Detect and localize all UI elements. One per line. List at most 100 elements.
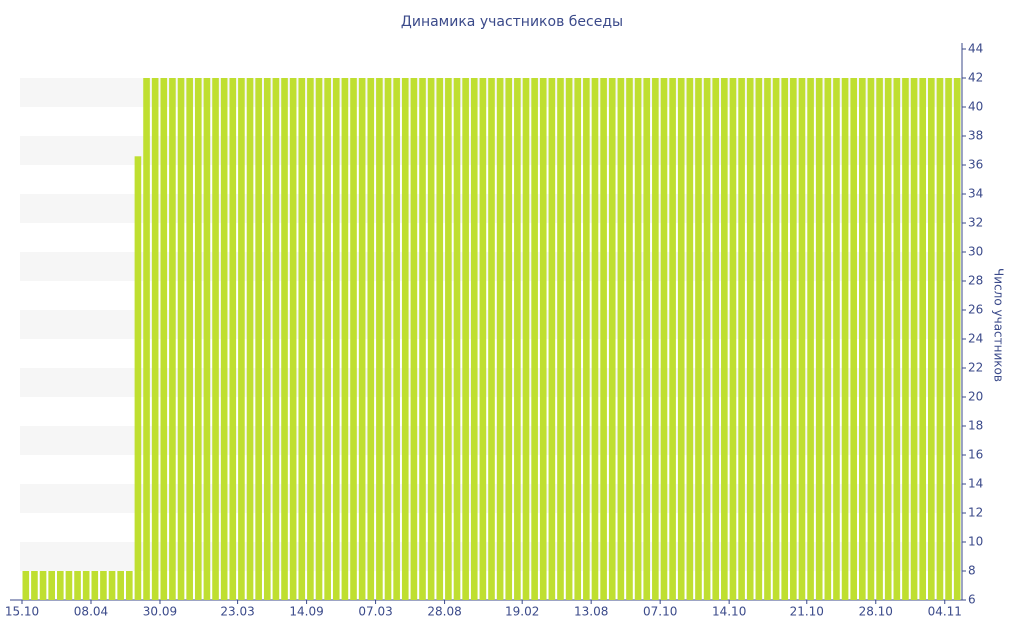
- bar: [272, 78, 280, 600]
- bar: [591, 78, 599, 600]
- bar: [350, 78, 357, 600]
- bar: [902, 78, 909, 600]
- bar: [660, 78, 668, 600]
- y-tick-label: 32: [968, 216, 983, 230]
- bar: [798, 78, 806, 600]
- bar: [91, 571, 99, 600]
- bar: [850, 78, 858, 600]
- bar: [419, 78, 426, 600]
- bar: [893, 78, 901, 600]
- bar: [410, 78, 418, 600]
- bar: [936, 78, 944, 600]
- bar: [807, 78, 814, 600]
- bar: [74, 571, 81, 600]
- bar: [505, 78, 513, 600]
- y-tick-label: 6: [968, 593, 976, 607]
- bar: [376, 78, 383, 600]
- x-tick-label: 07.03: [358, 605, 392, 619]
- bar: [229, 78, 237, 600]
- y-tick-label: 12: [968, 506, 983, 520]
- y-tick-label: 14: [968, 477, 983, 491]
- bar: [565, 78, 573, 600]
- bar: [479, 78, 487, 600]
- x-tick-label: 28.10: [859, 605, 893, 619]
- bar: [721, 78, 728, 600]
- y-tick-label: 10: [968, 535, 983, 549]
- x-tick-label: 08.04: [74, 605, 108, 619]
- bar: [712, 78, 720, 600]
- bar: [315, 78, 323, 600]
- x-tick-label: 23.03: [220, 605, 254, 619]
- bar: [669, 78, 676, 600]
- bar: [738, 78, 745, 600]
- bar: [841, 78, 849, 600]
- bar: [729, 78, 737, 600]
- bar: [574, 78, 582, 600]
- bar: [815, 78, 823, 600]
- bar: [928, 78, 935, 600]
- y-tick-label: 26: [968, 303, 983, 317]
- bar: [220, 78, 228, 600]
- bar: [634, 78, 642, 600]
- bar: [186, 78, 193, 600]
- bar: [307, 78, 314, 600]
- bar: [488, 78, 495, 600]
- bar: [332, 78, 340, 600]
- bar: [367, 78, 375, 600]
- bar: [100, 571, 107, 600]
- y-tick-label: 34: [968, 187, 983, 201]
- y-tick-label: 18: [968, 419, 983, 433]
- bar: [384, 78, 392, 600]
- bar: [884, 78, 892, 600]
- bar: [125, 571, 133, 600]
- bar: [703, 78, 711, 600]
- y-tick-label: 28: [968, 274, 983, 288]
- bar: [583, 78, 590, 600]
- bar: [134, 156, 142, 601]
- bar: [746, 78, 754, 600]
- bar: [341, 78, 349, 600]
- y-tick-label: 20: [968, 390, 983, 404]
- bar: [514, 78, 521, 600]
- bar: [945, 78, 952, 600]
- bar: [246, 78, 254, 600]
- y-axis-title: Число участников: [992, 268, 1006, 382]
- bar: [859, 78, 866, 600]
- x-tick-label: 30.09: [143, 605, 177, 619]
- bar: [953, 78, 961, 600]
- bar: [324, 78, 331, 600]
- bar: [203, 78, 211, 600]
- bar: [695, 78, 702, 600]
- y-tick-label: 24: [968, 332, 983, 346]
- x-tick-label: 28.08: [427, 605, 461, 619]
- y-tick-label: 42: [968, 71, 983, 85]
- bar: [39, 571, 47, 600]
- bar: [462, 78, 469, 600]
- bar: [212, 78, 219, 600]
- bar: [824, 78, 832, 600]
- bar: [772, 78, 780, 600]
- x-tick-label: 15.10: [5, 605, 39, 619]
- y-tick-label: 38: [968, 129, 983, 143]
- x-tick-label: 19.02: [505, 605, 539, 619]
- bar: [919, 78, 927, 600]
- bar: [548, 78, 556, 600]
- bar: [867, 78, 875, 600]
- x-tick-label: 14.10: [712, 605, 746, 619]
- bar: [557, 78, 564, 600]
- y-tick-label: 16: [968, 448, 983, 462]
- x-tick-label: 07.10: [643, 605, 677, 619]
- x-tick-label: 04.11: [928, 605, 962, 619]
- bar: [169, 78, 176, 600]
- y-tick-label: 36: [968, 158, 983, 172]
- bar: [643, 78, 651, 600]
- bar: [652, 78, 659, 600]
- bar: [160, 78, 168, 600]
- bar: [539, 78, 547, 600]
- bar: [108, 571, 116, 600]
- bar: [453, 78, 461, 600]
- x-tick-label: 21.10: [790, 605, 824, 619]
- y-tick-label: 30: [968, 245, 983, 259]
- bar: [833, 78, 840, 600]
